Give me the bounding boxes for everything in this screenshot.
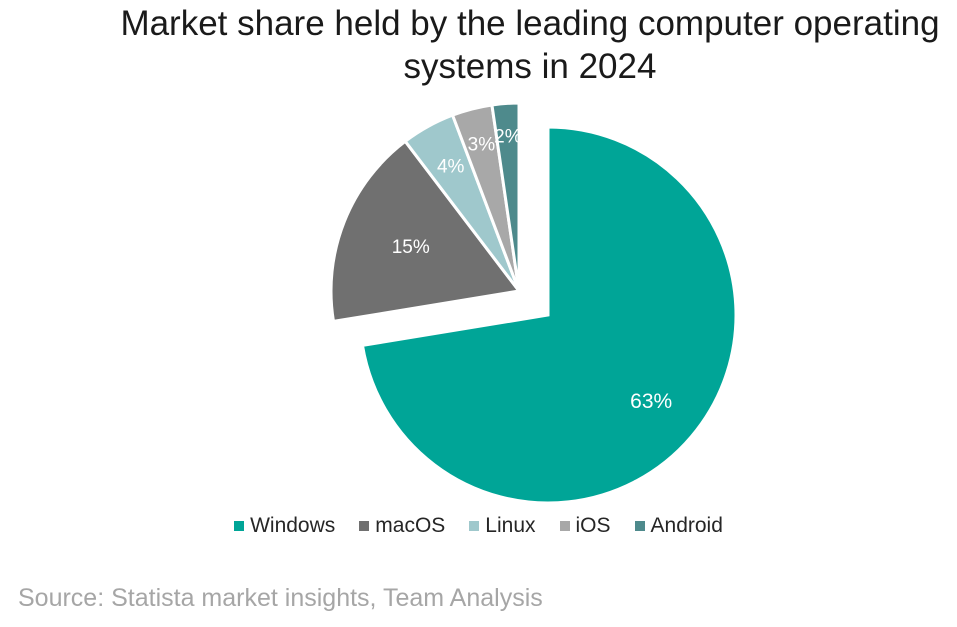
chart-title-line-1: Market share held by the leading compute… — [120, 4, 940, 43]
chart-legend: Windows macOS Linux iOS Android — [0, 514, 957, 538]
legend-label: macOS — [375, 514, 446, 537]
pie-slice-android — [490, 101, 521, 292]
legend-swatch — [234, 521, 245, 531]
legend-label: iOS — [575, 514, 611, 537]
chart-title: Market share held by the leading compute… — [60, 2, 957, 88]
legend-swatch — [359, 521, 370, 531]
slice-label-ios: 3% — [468, 134, 496, 155]
pie-slice-macos — [329, 139, 522, 324]
pie-slice-windows — [360, 125, 738, 505]
legend-label: Windows — [250, 514, 336, 537]
legend-label: Android — [650, 514, 723, 537]
legend-item-ios: iOS — [559, 514, 611, 538]
legend-swatch — [559, 521, 570, 531]
legend-item-windows: Windows — [234, 514, 335, 538]
legend-item-linux: Linux — [469, 514, 536, 538]
legend-swatch — [634, 521, 645, 531]
source-note: Source: Statista market insights, Team A… — [18, 584, 543, 612]
slice-label-macos: 15% — [392, 237, 430, 258]
legend-label: Linux — [485, 514, 536, 537]
slice-label-windows: 63% — [630, 390, 672, 413]
legend-swatch — [469, 521, 480, 531]
slice-label-android: 2% — [494, 126, 522, 147]
chart-title-line-2: systems in 2024 — [403, 47, 657, 86]
legend-item-macos: macOS — [359, 514, 445, 538]
slice-label-linux: 4% — [437, 157, 465, 178]
legend-item-android: Android — [634, 514, 723, 538]
